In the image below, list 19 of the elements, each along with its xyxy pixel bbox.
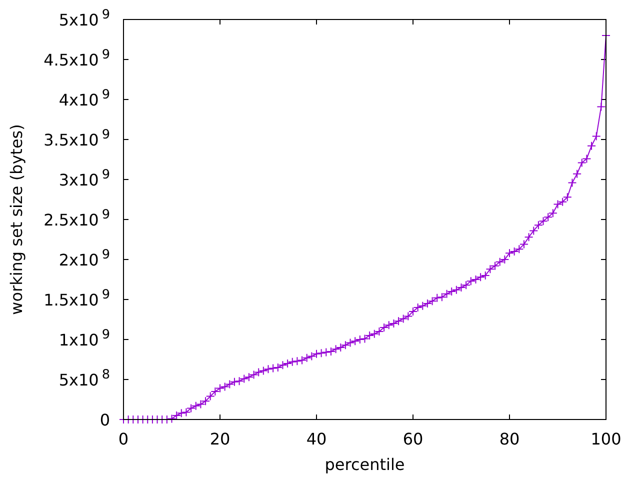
y-tick-label: 1.5x10$^{9}$	[44, 286, 110, 310]
y-axis-title: working set size (bytes)	[7, 124, 26, 315]
y-tick-label: 4x10$^{9}$	[58, 86, 110, 110]
x-axis-title: percentile	[324, 455, 405, 474]
y-tick-label: 3.5x10$^{9}$	[44, 126, 110, 150]
y-tick-label: 5x10$^{9}$	[58, 6, 110, 30]
y-tick-label: 0	[100, 410, 110, 430]
x-tick-label: 100	[590, 430, 622, 448]
x-tick-label: 20	[210, 430, 230, 448]
y-tick-label: 5x10$^{8}$	[58, 366, 110, 390]
y-tick-label: 3x10$^{9}$	[58, 166, 110, 190]
y-tick-label: 4.5x10$^{9}$	[44, 46, 110, 70]
y-tick-label: 2.5x10$^{9}$	[44, 206, 110, 230]
y-tick-label: 2x10$^{9}$	[58, 246, 110, 270]
x-tick-label: 60	[402, 430, 424, 448]
x-tick-label: 40	[306, 430, 327, 448]
x-tick-label: 80	[499, 430, 520, 448]
x-tick-label: 0	[118, 430, 129, 448]
y-tick-label: 1x10$^{9}$	[58, 326, 110, 350]
